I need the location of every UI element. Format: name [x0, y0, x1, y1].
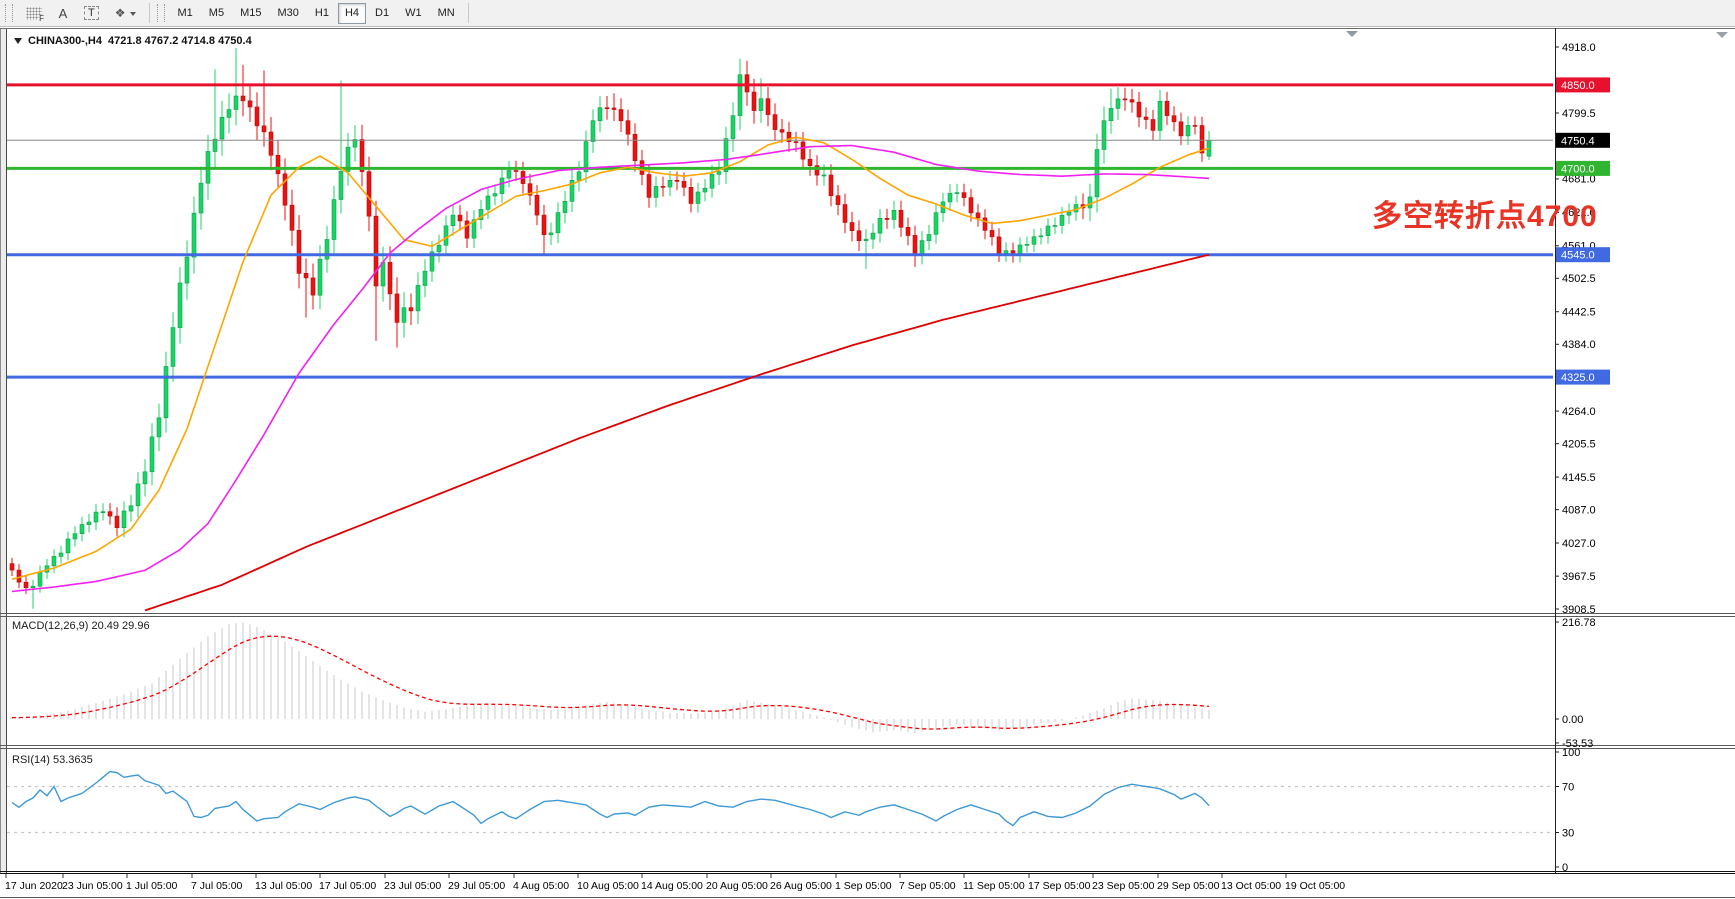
label-a-icon: A [58, 5, 68, 21]
svg-text:4442.5: 4442.5 [1562, 307, 1596, 319]
timeframe-buttons: M1 M5 M15 M30 H1 H4 D1 W1 MN [170, 2, 463, 24]
chevron-down-icon [129, 11, 136, 19]
toolbar-separator-2 [467, 3, 469, 23]
timeframe-button-m5[interactable]: M5 [202, 3, 231, 24]
timeframe-button-w1[interactable]: W1 [398, 3, 429, 24]
macd-indicator-label: MACD(12,26,9) 20.49 29.96 [12, 620, 150, 632]
chart-ohlc-values: 4721.8 4767.2 4714.8 4750.4 [107, 34, 252, 47]
svg-text:4087.0: 4087.0 [1562, 504, 1596, 516]
svg-text:10 Aug 05:00: 10 Aug 05:00 [577, 880, 639, 892]
timeframe-button-h1[interactable]: H1 [308, 3, 336, 24]
time-axis[interactable]: 17 Jun 2020 23 Jun 05:00 1 Jul 05:00 7 Jul … [5, 874, 1345, 892]
chart-svg[interactable]: 4918.04799.54681.04621.04561.04502.54442… [0, 28, 1735, 899]
svg-text:4621.0: 4621.0 [1562, 207, 1596, 219]
svg-text:4205.5: 4205.5 [1562, 439, 1596, 451]
svg-text:23 Jul 05:00: 23 Jul 05:00 [384, 880, 441, 892]
objects-tool-icon: ❖ [114, 6, 126, 20]
svg-text:17 Jun 2020: 17 Jun 2020 [5, 880, 63, 892]
svg-text:3967.5: 3967.5 [1562, 571, 1596, 583]
chart-canvas[interactable]: 4918.0 4799.5 4681.0 4621.0 4561.0 4502.5 4442… [0, 28, 1735, 899]
svg-text:13 Oct 05:00: 13 Oct 05:00 [1221, 880, 1281, 892]
svg-text:17 Sep 05:00: 17 Sep 05:00 [1028, 880, 1091, 892]
chart-symbol-label: CHINA300-,H4 [28, 34, 102, 47]
svg-text:4545.0: 4545.0 [1561, 250, 1595, 262]
toolbar: F A T ❖ M1 M5 M15 M30 H1 H4 D1 W1 MN [0, 0, 1735, 27]
label-a-button[interactable]: A [51, 3, 75, 24]
svg-text:29 Jul 05:00: 29 Jul 05:00 [448, 880, 505, 892]
rsi-indicator-label: RSI(14) 53.3635 [12, 754, 93, 766]
template-f-button[interactable]: F [19, 3, 49, 24]
candlestick-series [9, 48, 1212, 609]
svg-text:0.00: 0.00 [1562, 714, 1583, 726]
textbox-t-icon: T [84, 6, 99, 20]
price-tags: 4850.0 4750.4 4700.0 4545.0 4325.0 [1556, 77, 1610, 385]
svg-text:11 Sep 05:00: 11 Sep 05:00 [963, 880, 1025, 892]
svg-text:14 Aug 05:00: 14 Aug 05:00 [641, 880, 703, 892]
svg-text:4750.4: 4750.4 [1561, 135, 1595, 147]
text-annotation[interactable]: 多空转折点4700 [1372, 200, 1598, 233]
svg-text:23 Sep 05:00: 23 Sep 05:00 [1092, 880, 1155, 892]
toolbar-separator [148, 3, 150, 23]
svg-text:4918.0: 4918.0 [1562, 42, 1596, 54]
svg-text:7 Sep 05:00: 7 Sep 05:00 [899, 880, 956, 892]
timeframe-button-m15[interactable]: M15 [233, 3, 268, 24]
svg-text:4681.0: 4681.0 [1562, 174, 1596, 186]
svg-text:1 Sep 05:00: 1 Sep 05:00 [835, 880, 892, 892]
svg-text:4850.0: 4850.0 [1561, 80, 1595, 92]
svg-text:4799.5: 4799.5 [1562, 108, 1596, 120]
ma-slow-red [144, 253, 1210, 612]
svg-text:3908.5: 3908.5 [1562, 604, 1596, 616]
svg-text:19 Oct 05:00: 19 Oct 05:00 [1285, 880, 1345, 892]
svg-text:100: 100 [1562, 747, 1580, 759]
timeframe-button-m1[interactable]: M1 [171, 3, 200, 24]
svg-text:216.78: 216.78 [1562, 617, 1596, 629]
rsi-line [11, 770, 1210, 827]
ma-fast-orange [11, 136, 1210, 580]
svg-text:17 Jul 05:00: 17 Jul 05:00 [319, 880, 376, 892]
timeframe-button-d1[interactable]: D1 [368, 3, 396, 24]
rsi-level-lines [7, 785, 1553, 834]
chart-title-bar: CHINA300-,H4 4721.8 4767.2 4714.8 4750.4 [14, 33, 252, 48]
svg-text:4264.0: 4264.0 [1562, 406, 1596, 418]
pane-borders [0, 28, 1735, 898]
svg-text:29 Sep 05:00: 29 Sep 05:00 [1157, 880, 1220, 892]
svg-text:26 Aug 05:00: 26 Aug 05:00 [770, 880, 832, 892]
template-grid-f-icon: F [26, 6, 44, 23]
objects-dropdown-button[interactable]: ❖ [108, 3, 143, 24]
timeframe-button-m30[interactable]: M30 [270, 3, 305, 24]
svg-text:30: 30 [1562, 827, 1574, 839]
svg-text:4027.0: 4027.0 [1562, 538, 1596, 550]
svg-text:4384.0: 4384.0 [1562, 339, 1596, 351]
svg-text:4145.5: 4145.5 [1562, 472, 1596, 484]
svg-text:23 Jun 05:00: 23 Jun 05:00 [62, 880, 123, 892]
svg-text:4325.0: 4325.0 [1561, 372, 1595, 384]
textbox-t-button[interactable]: T [77, 3, 106, 24]
svg-text:1 Jul 05:00: 1 Jul 05:00 [126, 880, 178, 892]
svg-text:0: 0 [1562, 862, 1568, 874]
toolbar-grip[interactable] [5, 4, 13, 22]
svg-text:70: 70 [1562, 781, 1574, 793]
svg-text:20 Aug 05:00: 20 Aug 05:00 [706, 880, 768, 892]
svg-text:4700.0: 4700.0 [1561, 163, 1595, 175]
svg-text:-53.53: -53.53 [1562, 738, 1593, 750]
svg-text:4502.5: 4502.5 [1562, 273, 1596, 285]
svg-text:4 Aug 05:00: 4 Aug 05:00 [513, 880, 569, 892]
macd-histogram [11, 622, 1210, 734]
price-axis[interactable]: 4918.04799.54681.04621.04561.04502.54442… [1555, 42, 1596, 874]
macd-signal-line [11, 635, 1210, 730]
timeframe-button-mn[interactable]: MN [431, 3, 462, 24]
symbol-dropdown-icon[interactable] [14, 38, 22, 48]
horizontal-level-lines [7, 83, 1553, 379]
ma-mid-magenta [11, 144, 1210, 593]
toolbar-grip-2[interactable] [156, 4, 165, 22]
svg-text:13 Jul 05:00: 13 Jul 05:00 [255, 880, 312, 892]
svg-text:7 Jul 05:00: 7 Jul 05:00 [191, 880, 243, 892]
timeframe-button-h4[interactable]: H4 [337, 2, 366, 24]
chart-shift-marker [1346, 31, 1728, 38]
